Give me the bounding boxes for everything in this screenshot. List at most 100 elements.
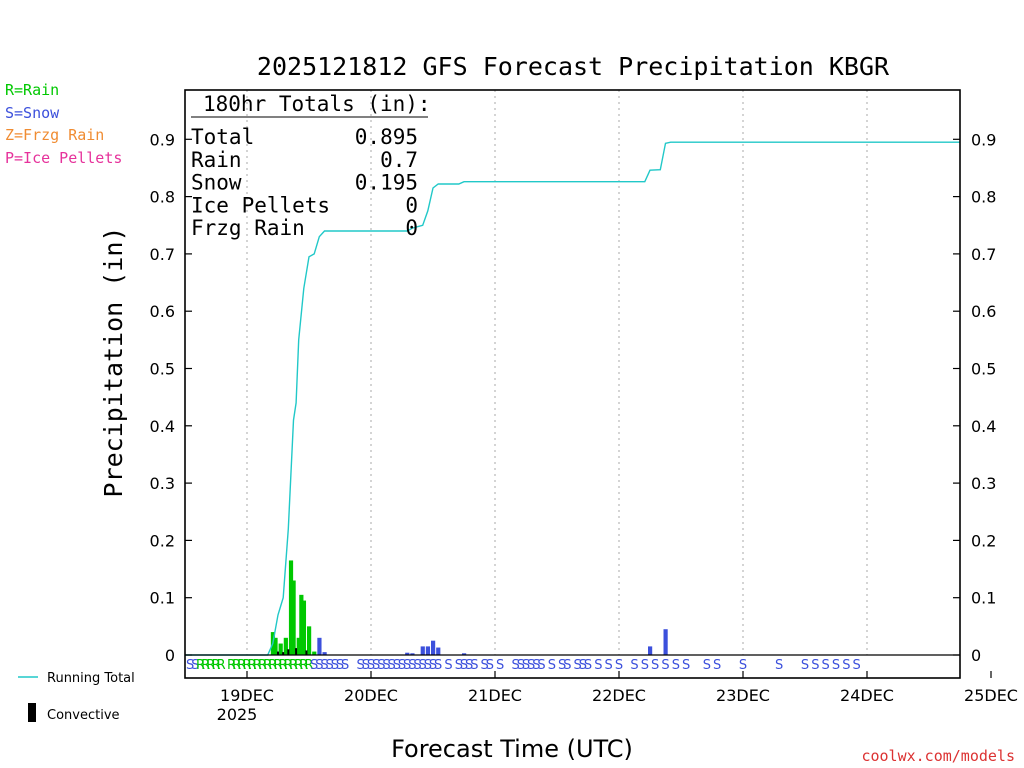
ptype-letter-59: S: [537, 658, 545, 673]
ptype-letter-81: S: [822, 658, 830, 673]
ptype-letter-41: S: [413, 658, 421, 673]
precip-bar-2: [278, 643, 283, 655]
ptype-letter-65: S: [584, 658, 592, 673]
ptype-letter-77: S: [739, 658, 747, 673]
precip-bar-3: [283, 637, 288, 655]
y-tick-label-right-4: 0.4: [971, 417, 996, 436]
x-axis-ticks: 19DEC20DEC21DEC22DEC23DEC24DEC25DEC26DEC: [220, 671, 1018, 705]
ptype-letter-1: S: [191, 658, 199, 673]
ptype-letter-22: R: [304, 658, 313, 673]
ptype-letter-79: S: [801, 658, 809, 673]
x-tick-label-23dec: 23DEC: [716, 686, 770, 705]
y-tick-label-left-3: 0.3: [150, 474, 175, 493]
totals-label-1: Rain: [191, 148, 242, 172]
precip-bar-18: [436, 647, 441, 655]
y-tick-label-left-2: 0.2: [150, 531, 175, 550]
ptype-letter-9: R: [237, 658, 246, 673]
legend-ice-pellets: P=Ice Pellets: [5, 149, 122, 167]
legend-snow: S=Snow: [5, 104, 60, 122]
ptype-letter-36: S: [388, 658, 396, 673]
precip-bar-4: [288, 560, 294, 655]
ptype-letter-12: R: [253, 658, 262, 673]
precip-bar-14: [410, 653, 415, 655]
ptype-letter-15: R: [268, 658, 277, 673]
ptype-letter-50: S: [470, 658, 478, 673]
ptype-letter-32: S: [367, 658, 375, 673]
ptype-letter-43: S: [424, 658, 432, 673]
ptype-letter-7: R: [227, 658, 236, 673]
totals-box: 180hr Totals (in): Total 0.895 Rain 0.7 Snow…: [191, 92, 431, 240]
precip-bar-12: [322, 652, 327, 655]
ptype-letter-42: S: [419, 658, 427, 673]
ptype-letter-21: R: [299, 658, 308, 673]
ptype-letter-69: S: [630, 658, 638, 673]
ptype-letter-76: S: [713, 658, 721, 673]
ptype-letter-3: R: [201, 658, 210, 673]
totals-value-4: 0: [405, 216, 418, 240]
y-tick-label-right-1: 0.1: [971, 589, 996, 608]
ptype-letter-20: R: [294, 658, 303, 673]
precip-bar-21: [663, 629, 668, 655]
convective-bar-4: [305, 650, 308, 655]
ptype-letter-75: S: [703, 658, 711, 673]
y-tick-label-right-0: 0: [971, 646, 981, 665]
ptype-letter-31: S: [362, 658, 370, 673]
y-tick-label-left-4: 0.4: [150, 417, 175, 436]
ptype-letter-27: S: [331, 658, 339, 673]
precip-bar-15: [420, 646, 425, 655]
convective-bar-1: [282, 652, 285, 655]
ptype-letter-10: R: [242, 658, 251, 673]
precip-bar-19: [462, 653, 467, 655]
y-tick-label-right-2: 0.2: [971, 531, 996, 550]
credit-text: coolwx.com/models: [861, 747, 1015, 765]
precip-bar-13: [405, 652, 410, 655]
running-total-legend-label: Running Total: [47, 671, 135, 686]
ptype-letter-0: S: [186, 658, 194, 673]
chart-title: 2025121812 GFS Forecast Precipitation KB…: [257, 52, 890, 81]
y-tick-label-right-3: 0.3: [971, 474, 996, 493]
ptype-letter-55: S: [517, 658, 525, 673]
y-axis-label: Precipitation (in): [99, 227, 128, 498]
ptype-letter-48: S: [460, 658, 468, 673]
ptype-letter-4: R: [206, 658, 215, 673]
precip-bar-1: [273, 637, 278, 655]
ptype-letter-72: S: [661, 658, 669, 673]
ptype-letter-67: S: [605, 658, 613, 673]
x-tick-label-19dec: 19DEC: [220, 686, 274, 705]
ptype-letter-84: S: [853, 658, 861, 673]
ptype-letter-33: S: [372, 658, 380, 673]
ptype-letter-29: S: [341, 658, 349, 673]
totals-label-3: Ice Pellets: [191, 193, 330, 217]
ptype-letter-70: S: [641, 658, 649, 673]
precip-bar-9: [307, 626, 312, 655]
y-tick-label-left-6: 0.6: [150, 302, 175, 321]
ptype-letter-64: S: [579, 658, 587, 673]
running-total-line: [185, 141, 960, 656]
convective-bar-2: [287, 649, 290, 655]
ptype-letter-56: S: [522, 658, 530, 673]
y-tick-label-right-9: 0.9: [971, 130, 996, 149]
ptype-letter-30: S: [357, 658, 365, 673]
precip-bar-7: [299, 594, 304, 655]
ptype-letter-46: S: [444, 658, 452, 673]
ptype-letter-53: S: [496, 658, 504, 673]
convective-legend-label: Convective: [47, 708, 120, 723]
x-tick-label-25dec: 25DEC: [964, 686, 1018, 705]
type-legend: R=Rain S=Snow Z=Frzg Rain P=Ice Pellets: [5, 81, 122, 167]
ptype-letter-60: S: [548, 658, 556, 673]
ptype-letter-73: S: [672, 658, 680, 673]
ptype-letter-54: S: [512, 658, 520, 673]
precip-bar-11: [317, 637, 322, 655]
ptype-letter-58: S: [532, 658, 540, 673]
y-tick-label-right-7: 0.7: [971, 245, 996, 264]
ptype-letter-28: S: [336, 658, 344, 673]
gridlines: [246, 90, 868, 655]
ptype-letter-34: S: [377, 658, 385, 673]
ptype-letter-66: S: [594, 658, 602, 673]
convective-bars: [277, 648, 308, 655]
y-tick-label-left-7: 0.7: [150, 245, 175, 264]
ptype-letter-23: S: [310, 658, 318, 673]
ptype-letter-24: S: [315, 658, 323, 673]
totals-value-0: 0.895: [355, 125, 418, 149]
totals-value-1: 0.7: [380, 148, 418, 172]
